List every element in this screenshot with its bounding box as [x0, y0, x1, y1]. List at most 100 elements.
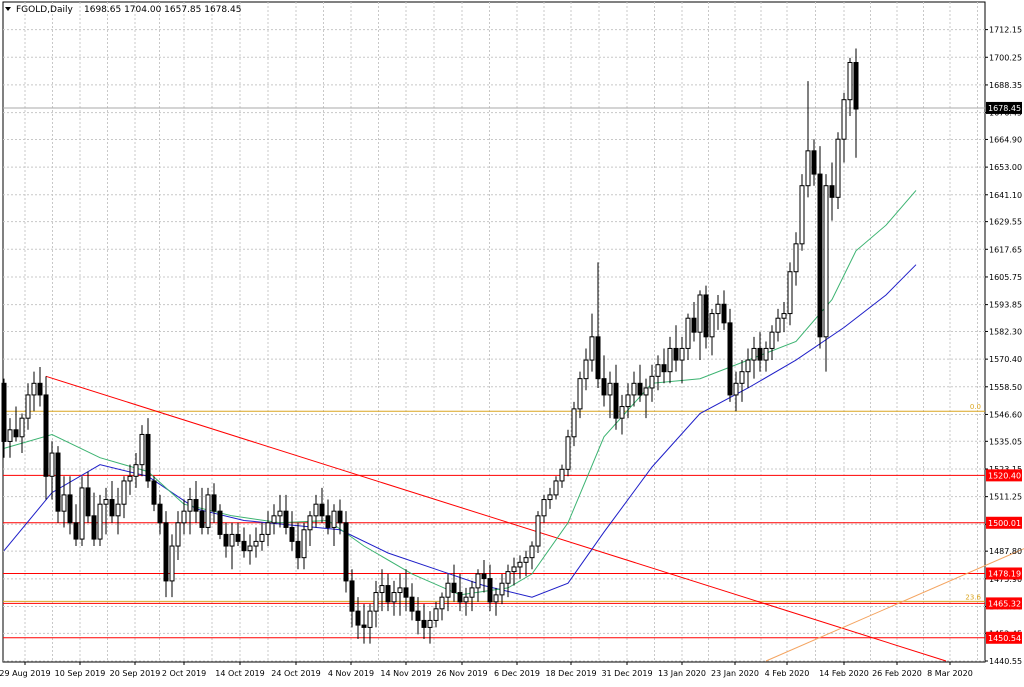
candle	[1, 378, 7, 458]
candle	[685, 313, 691, 361]
candle	[265, 511, 271, 547]
candle-body-bear	[703, 294, 709, 338]
candle	[409, 583, 415, 621]
candle-body-bull	[535, 515, 541, 547]
y-tick-label: 1511.25	[989, 493, 1022, 502]
candle-body-bull	[667, 347, 673, 373]
candle-body-bull	[781, 313, 787, 319]
candle-body-bull	[583, 359, 589, 380]
y-tick-label: 1688.35	[989, 81, 1022, 90]
candle	[709, 308, 715, 356]
candle-body-bear	[355, 610, 361, 626]
candle-body-bear	[73, 522, 79, 540]
candle-body-bull	[127, 475, 133, 482]
candle	[805, 81, 811, 198]
candle-body-bull	[259, 533, 265, 542]
candle	[661, 348, 667, 384]
candle-body-bear	[13, 429, 19, 438]
candle	[445, 573, 451, 612]
x-tick-label: 31 Dec 2019	[601, 669, 652, 678]
x-tick-label: 14 Nov 2019	[380, 669, 431, 678]
candle-body-bear	[361, 624, 367, 628]
candle	[493, 587, 499, 616]
candle-body-bear	[217, 510, 223, 535]
candle-body-bull	[61, 494, 67, 512]
candle	[331, 504, 337, 547]
candle	[223, 522, 229, 558]
candle	[739, 360, 745, 402]
candle-body-bear	[817, 173, 823, 338]
candle-body-bull	[463, 596, 469, 603]
candle-body-bull	[769, 331, 775, 349]
candle-body-bull	[787, 271, 793, 315]
candle-body-bull	[253, 540, 259, 547]
candle-body-bull	[571, 408, 577, 438]
candle-body-bull	[697, 294, 703, 333]
candle-body-bear	[457, 592, 463, 603]
candle	[421, 604, 427, 640]
candle-body-bull	[631, 382, 637, 396]
candle	[13, 406, 19, 442]
candle-body-bull	[475, 573, 481, 589]
candle	[115, 487, 121, 535]
collapse-arrow-icon[interactable]	[5, 7, 11, 11]
candle-body-bull	[79, 487, 85, 540]
candle	[277, 494, 283, 528]
candle-body-bull	[499, 582, 505, 596]
candle	[595, 262, 601, 388]
candle-body-bull	[649, 375, 655, 389]
candle	[793, 232, 799, 286]
candle	[211, 483, 217, 523]
candle	[763, 341, 769, 372]
candle-body-bear	[757, 347, 763, 361]
candle-body-bear	[415, 610, 421, 621]
candle	[553, 476, 559, 500]
level-price-label: 1520.40	[988, 471, 1021, 480]
candle	[415, 597, 421, 635]
candle	[673, 325, 679, 372]
candle	[295, 522, 301, 570]
candle	[817, 146, 823, 349]
candle	[679, 336, 685, 384]
candle-body-bear	[421, 619, 427, 628]
candle	[79, 476, 85, 547]
candle	[397, 573, 403, 616]
x-tick-label: 18 Dec 2019	[545, 669, 596, 678]
candle-body-bull	[97, 503, 103, 540]
candle	[691, 301, 697, 342]
candle	[835, 132, 841, 209]
candle-body-bull	[31, 382, 37, 396]
candle-body-bull	[589, 336, 595, 361]
candle-body-bull	[841, 99, 847, 140]
candle-body-bear	[409, 596, 415, 612]
candle	[577, 371, 583, 419]
candle	[745, 348, 751, 388]
candle-body-bull	[643, 387, 649, 396]
y-tick-label: 1535.05	[989, 437, 1022, 446]
candle	[373, 580, 379, 628]
candle-body-bear	[403, 587, 409, 598]
candle	[355, 597, 361, 640]
candle-body-bull	[805, 150, 811, 187]
candles	[1, 48, 859, 644]
candle	[775, 308, 781, 342]
candle-body-bear	[91, 515, 97, 540]
candle	[613, 364, 619, 430]
x-tick-label: 4 Feb 2020	[765, 669, 810, 678]
candle-body-bear	[283, 510, 289, 528]
candle	[757, 332, 763, 372]
candle	[367, 604, 373, 644]
y-tick-label: 1617.65	[989, 245, 1022, 254]
candle	[241, 527, 247, 558]
candle	[91, 492, 97, 547]
y-tick-label: 1664.90	[989, 135, 1022, 144]
candle	[163, 511, 169, 598]
candle	[151, 476, 157, 512]
candle	[643, 378, 649, 419]
candle	[145, 418, 151, 488]
candle	[313, 494, 319, 528]
candle-body-bear	[385, 585, 391, 603]
candle	[607, 371, 613, 419]
